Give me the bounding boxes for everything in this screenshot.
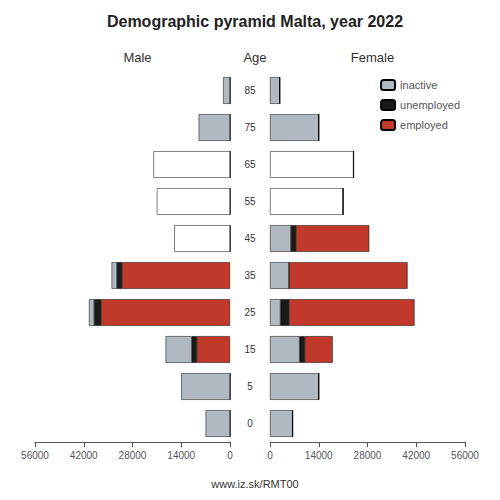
svg-text:56000: 56000 — [451, 450, 479, 461]
svg-text:85: 85 — [244, 85, 256, 96]
svg-text:employed: employed — [400, 119, 448, 131]
svg-text:15: 15 — [244, 344, 256, 355]
svg-text:Age: Age — [243, 50, 266, 65]
svg-text:0: 0 — [227, 450, 233, 461]
svg-text:55: 55 — [244, 196, 256, 207]
svg-text:75: 75 — [244, 122, 256, 133]
svg-text:inactive: inactive — [400, 79, 437, 91]
svg-text:25: 25 — [244, 307, 256, 318]
svg-text:Female: Female — [351, 50, 394, 65]
svg-text:14000: 14000 — [305, 450, 333, 461]
svg-text:42000: 42000 — [402, 450, 430, 461]
svg-text:42000: 42000 — [70, 450, 98, 461]
svg-text:0: 0 — [247, 418, 253, 429]
svg-text:35: 35 — [244, 270, 256, 281]
svg-text:14000: 14000 — [167, 450, 195, 461]
svg-text:0: 0 — [267, 450, 273, 461]
svg-text:28000: 28000 — [354, 450, 382, 461]
svg-text:Demographic pyramid Malta, yea: Demographic pyramid Malta, year 2022 — [107, 13, 403, 30]
svg-text:56000: 56000 — [21, 450, 49, 461]
svg-text:unemployed: unemployed — [400, 99, 460, 111]
svg-text:45: 45 — [244, 233, 256, 244]
svg-text:28000: 28000 — [119, 450, 147, 461]
svg-text:Male: Male — [123, 50, 151, 65]
svg-text:65: 65 — [244, 159, 256, 170]
svg-text:5: 5 — [247, 381, 253, 392]
svg-text:www.iz.sk/RMT00: www.iz.sk/RMT00 — [210, 478, 298, 490]
